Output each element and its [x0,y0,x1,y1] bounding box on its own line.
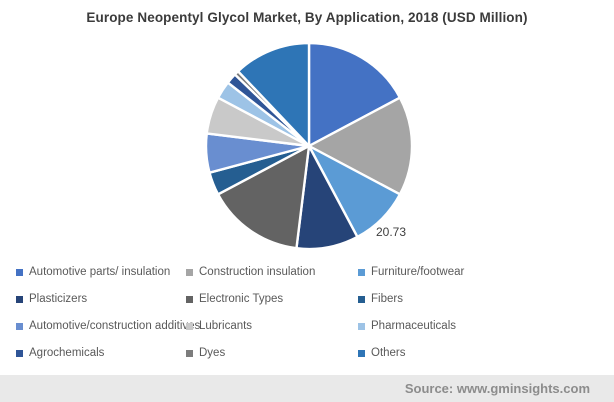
legend-label: Plasticizers [29,293,88,305]
data-label: 20.73 [376,225,406,239]
legend-item-plasticizers: Plasticizers [16,293,87,305]
pie-chart: 20.73 [204,41,414,251]
legend-label: Automotive parts/ insulation [29,266,171,278]
legend-label: Dyes [199,347,226,359]
legend-marker-icon [358,349,365,357]
legend-item-construction-insulation: Construction insulation [186,266,315,278]
legend-item-furniture-footwear: Furniture/footwear [358,266,464,278]
pie-slice-electronic-types [216,143,311,250]
legend-label: Furniture/footwear [371,266,465,278]
legend-label: Others [371,347,406,359]
legend-marker-icon [358,322,365,330]
legend-marker-icon [186,349,193,357]
legend-label: Fibers [371,293,403,305]
legend-marker-icon [186,268,193,276]
legend-label: Construction insulation [199,266,316,278]
legend-marker-icon [16,295,23,303]
legend-item-lubricants: Lubricants [186,320,252,332]
legend-item-agrochemicals: Agrochemicals [16,347,104,359]
legend-item-dyes: Dyes [186,347,225,359]
source-bar: Source: www.gminsights.com [0,375,614,402]
legend-marker-icon [358,295,365,303]
chart-legend: Automotive parts/ insulation Construction… [0,0,614,359]
legend-item-others: Others [358,347,406,359]
legend-marker-icon [358,268,365,276]
legend-label: Electronic Types [199,293,284,305]
legend-marker-icon [186,322,193,330]
legend-item-automotive-parts-insulation: Automotive parts/ insulation [16,266,170,278]
pie-slice-automotive-parts-insulation [307,41,402,148]
pie-slice-construction-insulation [306,96,414,196]
legend-item-pharmaceuticals: Pharmaceuticals [358,320,456,332]
legend-label: Automotive/construction additives [29,320,201,332]
legend-label: Lubricants [199,320,253,332]
legend-item-fibers: Fibers [358,293,403,305]
source-text: Source: www.gminsights.com [404,381,590,396]
legend-marker-icon [186,295,193,303]
pie-slice-others [236,41,311,150]
legend-item-automotive-construction-additives: Automotive/construction additives [16,320,200,332]
legend-marker-icon [16,349,23,357]
legend-item-electronic-types: Electronic Types [186,293,283,305]
legend-marker-icon [16,322,23,330]
legend-label: Agrochemicals [29,347,105,359]
legend-marker-icon [16,268,23,276]
chart-title: Europe Neopentyl Glycol Market, By Appli… [86,10,528,25]
legend-label: Pharmaceuticals [371,320,457,332]
